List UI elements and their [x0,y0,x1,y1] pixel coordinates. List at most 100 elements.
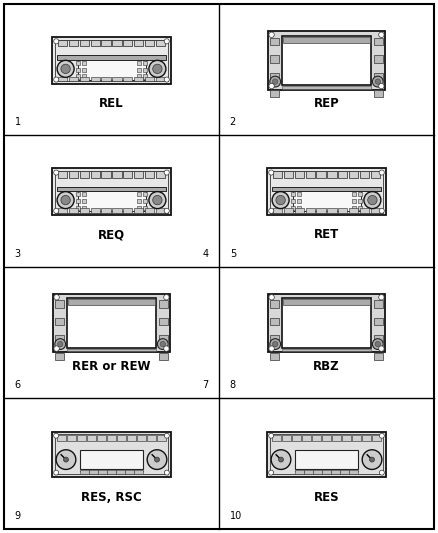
Bar [156,39,165,46]
Bar [134,171,143,177]
Bar [102,39,111,46]
Circle shape [379,295,384,300]
Bar [283,299,370,305]
Circle shape [379,170,384,175]
Circle shape [379,83,384,89]
Bar [322,470,331,474]
Bar [147,435,156,441]
Bar [283,86,371,89]
Bar [291,199,295,203]
Circle shape [54,433,59,438]
Text: 1: 1 [15,117,21,127]
Circle shape [164,39,170,44]
Bar [113,39,121,46]
Bar [123,171,132,177]
Circle shape [372,76,383,87]
Bar [137,75,141,79]
Bar [159,353,168,360]
Circle shape [164,470,170,475]
Bar [113,171,121,177]
Bar [52,37,171,84]
Circle shape [272,79,278,84]
Bar [68,299,155,305]
Bar [123,77,132,81]
Bar [91,171,100,177]
Bar [127,435,136,441]
Bar [76,206,80,210]
Bar [374,38,383,45]
Bar [76,75,80,79]
Bar [273,171,282,177]
Bar [267,432,386,477]
Text: 5: 5 [230,248,236,259]
Circle shape [61,64,70,74]
Bar [55,39,169,81]
Circle shape [149,60,166,77]
Bar [156,208,165,213]
Circle shape [149,191,166,208]
Bar [270,335,279,343]
Bar [137,68,141,72]
Text: 10: 10 [230,511,242,521]
Bar [156,77,165,81]
Bar [69,171,78,177]
Bar [145,171,154,177]
Bar [52,432,171,477]
Circle shape [372,338,383,350]
Text: 3: 3 [15,248,21,259]
Bar [340,470,349,474]
Bar [78,191,145,211]
Bar [55,353,64,360]
Circle shape [379,433,384,438]
Circle shape [54,77,59,82]
Circle shape [160,342,166,347]
Bar [80,171,89,177]
Circle shape [164,208,170,213]
Bar [137,61,141,65]
Circle shape [57,191,74,208]
Bar [137,206,141,210]
Circle shape [375,79,381,84]
Bar [102,77,111,81]
Bar [295,450,358,469]
Text: 6: 6 [15,380,21,390]
Bar [57,55,166,60]
Bar [76,61,80,65]
Text: RET: RET [314,229,339,241]
Bar [143,206,147,210]
Bar [374,301,383,308]
Bar [297,199,301,203]
Bar [295,208,304,213]
Bar [322,435,331,441]
Text: 9: 9 [15,511,21,521]
Bar [372,435,381,441]
Bar [270,38,279,45]
Bar [360,171,369,177]
Bar [89,470,98,474]
Bar [145,39,154,46]
Bar [82,192,86,196]
Bar [67,435,76,441]
Bar [272,187,381,191]
Bar [360,208,369,213]
Bar [159,318,168,325]
Bar [134,208,143,213]
Bar [317,171,325,177]
Bar [267,168,386,215]
Circle shape [269,295,274,300]
Circle shape [164,77,170,82]
Bar [269,434,384,474]
Bar [374,55,383,62]
Bar [123,39,132,46]
Bar [157,435,166,441]
Bar [350,470,358,474]
Circle shape [379,346,384,351]
Bar [332,470,339,474]
Text: RBZ: RBZ [313,360,340,373]
Bar [82,61,86,65]
Circle shape [268,170,274,175]
Bar [145,77,154,81]
Bar [58,39,67,46]
Bar [58,171,67,177]
Bar [283,37,370,43]
